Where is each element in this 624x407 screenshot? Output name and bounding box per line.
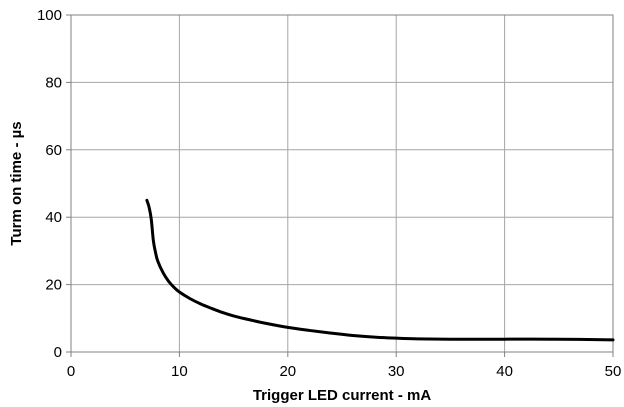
y-tick-label: 80 — [45, 74, 62, 91]
plot-area — [70, 14, 614, 353]
x-tick-label: 30 — [388, 363, 405, 380]
x-tick-label: 20 — [279, 363, 296, 380]
y-tick-label: 40 — [45, 209, 62, 226]
x-tick-label: 0 — [67, 363, 75, 380]
grid — [70, 14, 614, 353]
y-axis-title: Turm on time - µs — [8, 121, 25, 245]
x-tick-label: 40 — [496, 363, 513, 380]
series-line — [145, 198, 615, 342]
y-tick-label: 0 — [54, 344, 62, 361]
y-tick-label: 20 — [45, 277, 62, 294]
y-tick-label: 60 — [45, 142, 62, 159]
x-axis-title: Trigger LED current - mA — [253, 387, 432, 404]
x-tick-label: 10 — [171, 363, 188, 380]
x-tick-label: 50 — [605, 363, 622, 380]
y-tick-label: 100 — [37, 7, 62, 24]
tick-labels: 0 20 40 60 80 100 0 10 20 30 40 50 — [37, 7, 621, 380]
